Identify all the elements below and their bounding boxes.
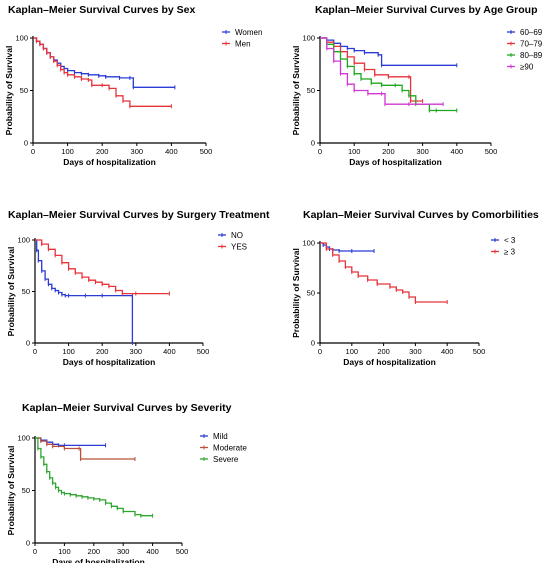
x-tick-label: 300 xyxy=(409,347,422,356)
legend-label: Men xyxy=(235,40,251,49)
legend-label: ≥90 xyxy=(520,63,534,72)
x-axis-label: Days of hospitalization xyxy=(343,357,436,367)
chart-panel-1: Kaplan–Meier Survival Curves by Sex 0 100 2… xyxy=(4,4,262,167)
legend-label: Mild xyxy=(213,432,228,441)
x-tick-label: 400 xyxy=(441,347,454,356)
chart-title: Kaplan–Meier Survival Curves by Surgery … xyxy=(8,209,270,221)
x-tick-label: 500 xyxy=(485,147,498,156)
y-tick-label: 50 xyxy=(22,486,30,495)
y-tick-label: 50 xyxy=(307,86,315,95)
x-tick-label: 300 xyxy=(130,347,143,356)
series-line-Severe xyxy=(35,437,153,517)
series-line-Men xyxy=(33,37,172,107)
y-tick-label: 50 xyxy=(307,289,315,298)
x-tick-label: 100 xyxy=(61,147,74,156)
y-tick-label: 0 xyxy=(26,339,30,348)
x-tick-label: 200 xyxy=(88,547,101,556)
y-tick-label: 100 xyxy=(302,239,315,248)
x-tick-label: 400 xyxy=(146,547,159,556)
y-tick-label: 100 xyxy=(15,34,28,43)
x-tick-label: 0 xyxy=(318,347,322,356)
x-tick-label: 100 xyxy=(58,547,71,556)
x-tick-label: 400 xyxy=(165,147,178,156)
legend-label: YES xyxy=(231,243,247,252)
x-tick-label: 100 xyxy=(348,147,361,156)
x-tick-label: 300 xyxy=(416,147,429,156)
y-axis-label: Probability of Survival xyxy=(291,248,301,338)
chart-title: Kaplan–Meier Survival Curves by Sex xyxy=(8,4,195,16)
x-axis-label: Days of hospitalization xyxy=(349,157,442,167)
x-tick-label: 500 xyxy=(473,347,486,356)
x-tick-label: 0 xyxy=(33,547,37,556)
legend-label: 80–89 xyxy=(520,51,543,60)
y-tick-label: 0 xyxy=(26,539,30,548)
series-line-80–89 xyxy=(320,37,457,112)
legend-label: 60–69 xyxy=(520,28,543,37)
y-tick-label: 0 xyxy=(24,139,28,148)
chart-title: Kaplan–Meier Survival Curves by Age Grou… xyxy=(315,4,538,16)
x-tick-label: 500 xyxy=(197,347,210,356)
x-tick-label: 400 xyxy=(163,347,176,356)
y-tick-label: 100 xyxy=(302,34,315,43)
x-tick-label: 100 xyxy=(62,347,75,356)
x-tick-label: 200 xyxy=(377,347,390,356)
y-tick-label: 50 xyxy=(20,86,28,95)
series-line-Women xyxy=(33,37,175,88)
y-tick-label: 100 xyxy=(17,434,30,443)
x-tick-label: 300 xyxy=(117,547,130,556)
y-tick-label: 0 xyxy=(311,139,315,148)
y-axis-label: Probability of Survival xyxy=(4,46,14,136)
legend-label: ≥ 3 xyxy=(504,248,516,257)
series-line-Moderate xyxy=(35,437,135,460)
x-tick-label: 400 xyxy=(451,147,464,156)
x-axis-label: Days of hospitalization xyxy=(52,557,145,563)
chart-panel-3: Kaplan–Meier Survival Curves by Surgery … xyxy=(6,209,270,367)
y-axis-label: Probability of Survival xyxy=(291,46,301,136)
legend-label: Severe xyxy=(213,455,239,464)
x-tick-label: 200 xyxy=(382,147,395,156)
x-tick-label: 0 xyxy=(318,147,322,156)
chart-panel-4: Kaplan–Meier Survival Curves by Comorbil… xyxy=(291,209,539,367)
chart-panel-2: Kaplan–Meier Survival Curves by Age Grou… xyxy=(291,4,543,167)
series-line-NO xyxy=(35,239,134,343)
x-tick-label: 0 xyxy=(31,147,35,156)
x-tick-label: 100 xyxy=(346,347,359,356)
series-line-< 3 xyxy=(320,242,375,252)
y-tick-label: 50 xyxy=(22,287,30,296)
legend-label: < 3 xyxy=(504,236,516,245)
y-axis-label: Probability of Survival xyxy=(6,446,16,536)
y-axis-label: Probability of Survival xyxy=(6,247,16,337)
legend-label: 70–79 xyxy=(520,40,543,49)
chart-title: Kaplan–Meier Survival Curves by Comorbil… xyxy=(303,209,539,221)
legend-label: Women xyxy=(235,28,262,37)
y-tick-label: 0 xyxy=(311,339,315,348)
y-tick-label: 100 xyxy=(17,236,30,245)
x-axis-label: Days of hospitalization xyxy=(63,357,156,367)
series-line-≥90 xyxy=(320,37,444,105)
x-tick-label: 500 xyxy=(200,147,213,156)
series-line-60–69 xyxy=(320,37,457,66)
chart-title: Kaplan–Meier Survival Curves by Severity xyxy=(22,402,232,414)
legend-label: Moderate xyxy=(213,444,247,453)
chart-panel-5: Kaplan–Meier Survival Curves by Severity… xyxy=(6,402,247,563)
x-axis-label: Days of hospitalization xyxy=(63,157,156,167)
x-tick-label: 200 xyxy=(96,347,109,356)
series-line-70–79 xyxy=(320,37,423,102)
x-tick-label: 300 xyxy=(131,147,144,156)
x-tick-label: 200 xyxy=(96,147,109,156)
legend-label: NO xyxy=(231,231,243,240)
x-tick-label: 500 xyxy=(176,547,189,556)
x-tick-label: 0 xyxy=(33,347,37,356)
